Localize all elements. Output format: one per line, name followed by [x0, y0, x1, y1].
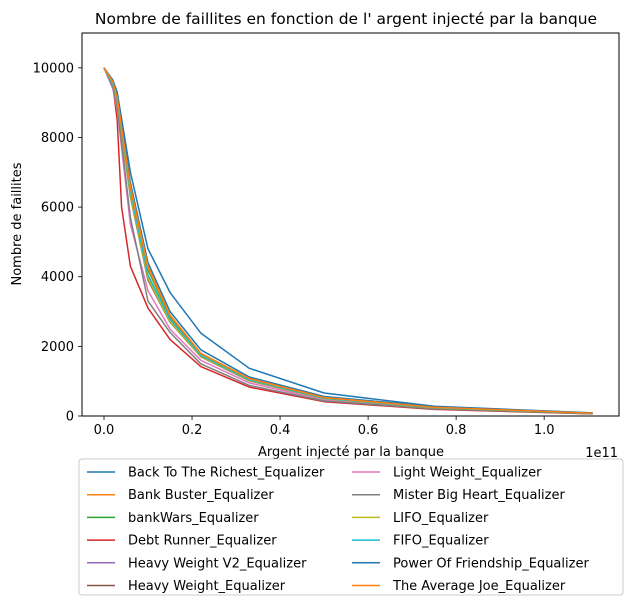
legend-entry-label: LIFO_Equalizer — [393, 511, 489, 526]
x-axis-ticks: 0.0 0.2 0.4 0.6 0.8 1.0 — [94, 416, 555, 438]
x-tick-label: 0.2 — [182, 423, 203, 438]
legend-entry-label: Bank Buster_Equalizer — [128, 488, 274, 503]
y-tick-label: 8000 — [41, 131, 74, 146]
x-tick-label: 0.4 — [270, 423, 291, 438]
y-tick-label: 2000 — [41, 340, 74, 355]
y-axis-ticks: 0 2000 4000 6000 8000 10000 — [33, 61, 82, 425]
legend-entry-label: The Average Joe_Equalizer — [392, 579, 566, 594]
x-axis-label: Argent injecté par la banque — [258, 445, 444, 460]
x-tick-label: 1.0 — [534, 423, 555, 438]
series-line-1 — [103, 67, 593, 414]
legend-entry-label: FIFO_Equalizer — [393, 534, 489, 549]
y-tick-label: 0 — [66, 410, 74, 425]
plot-frame — [81, 32, 620, 417]
series-line-10 — [103, 67, 593, 415]
y-tick-label: 6000 — [41, 201, 74, 216]
legend-entry-label: Debt Runner_Equalizer — [128, 534, 277, 549]
y-axis-label: Nombre de faillites — [10, 162, 25, 285]
legend-entry-label: Back To The Richest_Equalizer — [128, 466, 325, 481]
legend-entry-label: Power Of Friendship_Equalizer — [393, 556, 589, 571]
legend-frame — [78, 458, 624, 596]
series-line-2 — [103, 67, 593, 414]
legend-entry-label: Heavy Weight_Equalizer — [128, 579, 286, 594]
chart-title: Nombre de faillites en fonction de l' ar… — [95, 10, 597, 28]
series-line-3 — [103, 67, 593, 415]
legend: Back To The Richest_Equalizer Bank Buster… — [78, 458, 624, 596]
series-line-9 — [103, 67, 593, 415]
series-line-6 — [103, 67, 593, 415]
x-tick-label: 0.8 — [446, 423, 467, 438]
legend-entry-label: Light Weight_Equalizer — [393, 466, 542, 481]
series-line-11 — [103, 67, 593, 414]
series-line-7 — [103, 67, 593, 415]
legend-entry-label: Heavy Weight V2_Equalizer — [128, 556, 307, 571]
y-tick-label: 10000 — [33, 61, 74, 76]
series-line-12 — [103, 67, 593, 414]
plot-lines — [103, 67, 593, 415]
legend-entry-label: bankWars_Equalizer — [128, 511, 259, 526]
legend-entry-label: Mister Big Heart_Equalizer — [393, 488, 565, 503]
x-axis-offset-text: 1e11 — [585, 446, 618, 461]
x-tick-label: 0.6 — [358, 423, 379, 438]
series-line-4 — [103, 67, 593, 415]
x-tick-label: 0.0 — [94, 423, 115, 438]
y-tick-label: 4000 — [41, 270, 74, 285]
series-line-8 — [103, 67, 593, 415]
series-line-5 — [103, 67, 593, 415]
